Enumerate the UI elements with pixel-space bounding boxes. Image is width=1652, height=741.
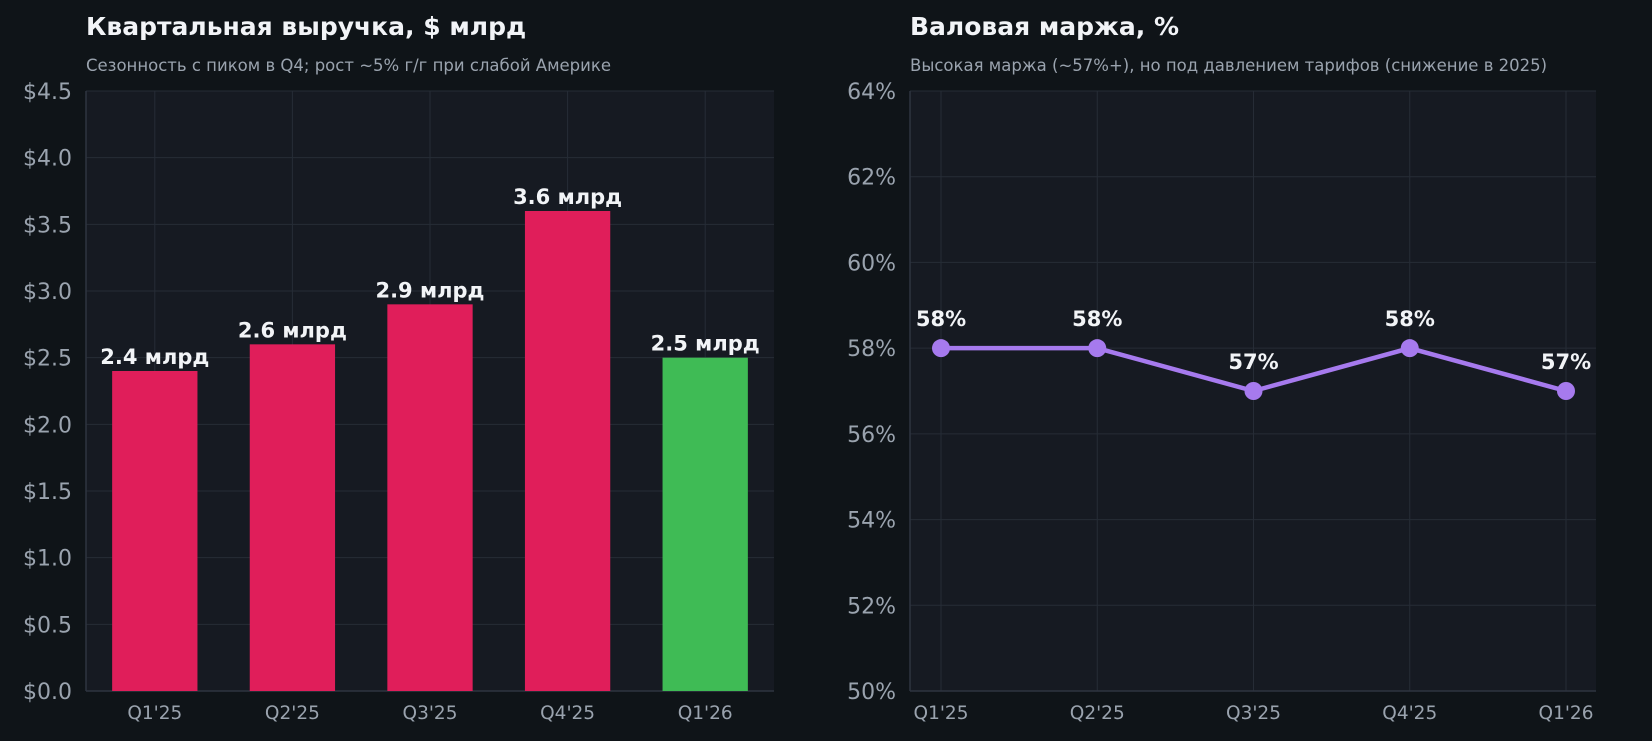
margin-y-tick-label: 64% [847,80,896,105]
margin-x-tick-label: Q2'25 [1070,703,1125,724]
revenue-y-tick-label: $1.5 [23,480,72,505]
margin-data-label: 58% [916,307,966,331]
margin-data-label: 57% [1541,350,1591,374]
revenue-y-tick-label: $0.5 [23,613,72,638]
margin-data-label: 58% [1385,307,1435,331]
margin-y-tick-label: 56% [847,423,896,448]
margin-y-tick-label: 60% [847,251,896,276]
margin-point [1557,382,1575,400]
revenue-bar [662,357,748,691]
revenue-bar [387,304,473,691]
revenue-bar [112,371,198,691]
revenue-bars [112,211,748,691]
margin-x-tick-label: Q3'25 [1226,703,1281,724]
revenue-x-tick-label: Q1'25 [127,703,182,724]
margin-series [932,339,1575,400]
margin-point [1244,382,1263,400]
margin-point [1400,339,1419,358]
margin-x-tick-label: Q1'25 [914,703,969,724]
revenue-chart-subtitle: Сезонность с пиком в Q4; рост ~5% г/г пр… [86,56,611,75]
revenue-data-label: 2.6 млрд [238,318,347,342]
revenue-chart-title: Квартальная выручка, $ млрд [86,12,526,41]
margin-y-tick-label: 62% [847,166,896,191]
margin-data-labels: 58% 58% 57% 58% 57% [916,307,1591,374]
revenue-data-label: 2.9 млрд [375,278,484,302]
revenue-x-tick-label: Q4'25 [540,703,595,724]
revenue-y-tick-label: $2.0 [23,413,72,438]
revenue-y-tick-label: $0.0 [23,680,72,705]
revenue-data-label: 2.5 млрд [651,332,760,356]
margin-point [932,339,950,358]
revenue-bar [249,344,336,691]
margin-y-tick-label: 54% [847,509,896,534]
margin-y-axis: 50% 52% 54% 56% 58% 60% 62% 64% [847,80,896,705]
revenue-x-tick-label: Q2'25 [265,703,320,724]
revenue-bar [524,211,611,691]
revenue-y-tick-label: $2.5 [23,347,72,372]
margin-y-tick-label: 58% [847,337,896,362]
margin-gridlines [909,90,1596,692]
revenue-data-label: 3.6 млрд [513,185,622,209]
revenue-y-axis: $0.0 $0.5 $1.0 $1.5 $2.0 $2.5 $3.0 $3.5 $4.0 $4.5 [23,80,72,705]
revenue-x-axis: Q1'25 Q2'25 Q3'25 Q4'25 Q1'26 [127,703,732,724]
margin-data-label: 57% [1228,350,1278,374]
revenue-y-tick-label: $4.0 [23,147,72,172]
margin-chart-subtitle: Высокая маржа (~57%+), но под давлением … [910,56,1547,75]
margin-x-tick-label: Q4'25 [1382,703,1437,724]
revenue-y-tick-label: $3.5 [23,213,72,238]
margin-x-axis: Q1'25 Q2'25 Q3'25 Q4'25 Q1'26 [914,703,1594,724]
margin-y-tick-label: 52% [847,594,896,619]
margin-point [1088,339,1107,358]
revenue-y-tick-label: $4.5 [23,80,72,105]
margin-chart-title: Валовая маржа, % [910,12,1179,41]
revenue-x-tick-label: Q1'26 [678,703,733,724]
margin-data-label: 58% [1072,307,1122,331]
revenue-y-tick-label: $1.0 [23,547,72,572]
margin-y-tick-label: 50% [847,680,896,705]
revenue-data-label: 2.4 млрд [100,345,209,369]
revenue-data-labels: 2.4 млрд 2.6 млрд 2.9 млрд 3.6 млрд 2.5 млрд [100,185,759,369]
revenue-y-tick-label: $3.0 [23,280,72,305]
revenue-x-tick-label: Q3'25 [403,703,458,724]
margin-x-tick-label: Q1'26 [1539,703,1594,724]
revenue-chart: Квартальная выручка, $ млрд Сезонность с… [23,12,774,724]
margin-chart: Валовая маржа, % Высокая маржа (~57%+), … [847,12,1596,724]
